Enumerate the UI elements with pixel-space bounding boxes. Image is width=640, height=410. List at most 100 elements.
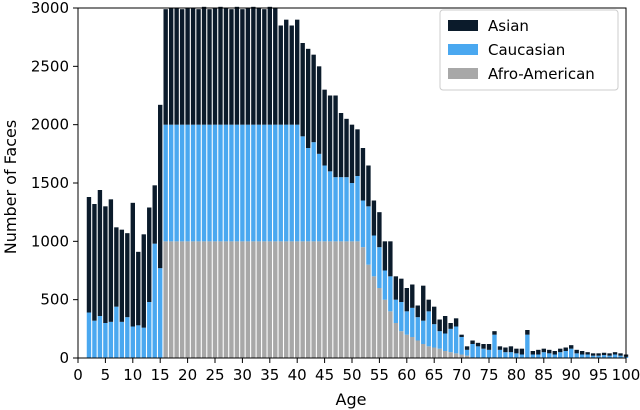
bar-asian-age-40 bbox=[295, 19, 300, 125]
bar-caucasian-age-77 bbox=[497, 349, 503, 358]
bar-asian-age-35 bbox=[267, 6, 272, 125]
bar-caucasian-age-55 bbox=[377, 247, 382, 288]
bar-caucasian-age-40 bbox=[295, 124, 300, 242]
bar-asian-age-14 bbox=[152, 185, 157, 244]
bar-caucasian-age-16 bbox=[163, 124, 168, 242]
bar-afro-american-age-62 bbox=[415, 340, 420, 358]
bar-caucasian-age-15 bbox=[158, 268, 163, 358]
bar-asian-age-42 bbox=[305, 48, 311, 148]
bar-asian-age-82 bbox=[525, 330, 530, 335]
bar-caucasian-age-51 bbox=[355, 176, 360, 242]
bar-caucasian-age-96 bbox=[601, 355, 607, 358]
bar-asian-age-58 bbox=[393, 276, 399, 300]
bar-asian-age-89 bbox=[563, 347, 568, 351]
bar-afro-american-age-45 bbox=[322, 241, 327, 358]
bar-afro-american-age-56 bbox=[382, 299, 388, 358]
bar-asian-age-39 bbox=[289, 25, 294, 125]
bar-afro-american-age-43 bbox=[311, 241, 316, 358]
bar-asian-age-34 bbox=[262, 9, 267, 125]
bars-layer bbox=[86, 6, 629, 358]
bar-asian-age-78 bbox=[503, 347, 508, 353]
bar-afro-american-age-16 bbox=[163, 241, 168, 358]
bar-asian-age-20 bbox=[185, 8, 190, 125]
bar-afro-american-age-58 bbox=[393, 323, 399, 358]
bar-asian-age-85 bbox=[541, 348, 546, 353]
bar-caucasian-age-79 bbox=[508, 352, 514, 358]
bar-asian-age-72 bbox=[470, 340, 475, 344]
legend-swatch-asian bbox=[448, 20, 478, 31]
bar-asian-age-25 bbox=[212, 8, 218, 125]
bar-afro-american-age-63 bbox=[421, 344, 426, 358]
bar-afro-american-age-24 bbox=[207, 241, 212, 358]
bar-caucasian-age-23 bbox=[201, 124, 207, 242]
y-axis-title: Number of Faces bbox=[1, 120, 20, 254]
y-tick-label-1000: 1000 bbox=[31, 232, 69, 250]
bar-caucasian-age-87 bbox=[552, 354, 557, 358]
bar-asian-age-84 bbox=[536, 349, 541, 355]
bar-asian-age-64 bbox=[426, 299, 431, 312]
bar-asian-age-38 bbox=[284, 19, 289, 125]
bar-caucasian-age-31 bbox=[245, 124, 251, 242]
bar-asian-age-28 bbox=[229, 9, 234, 125]
bar-asian-age-66 bbox=[437, 319, 442, 332]
bar-afro-american-age-26 bbox=[218, 241, 223, 358]
bar-asian-age-43 bbox=[311, 54, 316, 143]
bar-caucasian-age-82 bbox=[525, 334, 530, 358]
bar-asian-age-2 bbox=[86, 197, 92, 313]
y-tick-label-500: 500 bbox=[40, 291, 69, 309]
legend-swatch-afro-american bbox=[448, 68, 478, 79]
bar-caucasian-age-34 bbox=[262, 124, 267, 242]
bar-caucasian-age-46 bbox=[327, 171, 333, 242]
bar-caucasian-age-73 bbox=[475, 346, 481, 358]
bar-asian-age-68 bbox=[448, 323, 453, 329]
bar-afro-american-age-67 bbox=[442, 351, 448, 358]
x-tick-label-65: 65 bbox=[425, 366, 444, 384]
bar-asian-age-63 bbox=[421, 285, 426, 321]
bar-caucasian-age-97 bbox=[607, 355, 612, 358]
bar-caucasian-age-44 bbox=[316, 153, 322, 242]
legend: Asian Caucasian Afro-American bbox=[439, 9, 619, 91]
bar-afro-american-age-70 bbox=[459, 354, 464, 358]
bar-asian-age-5 bbox=[103, 206, 108, 323]
bar-afro-american-age-35 bbox=[267, 241, 272, 358]
bar-asian-age-6 bbox=[108, 199, 114, 322]
bar-asian-age-15 bbox=[158, 104, 163, 269]
y-tick-label-2000: 2000 bbox=[31, 116, 69, 134]
bar-afro-american-age-50 bbox=[349, 241, 355, 358]
bar-caucasian-age-90 bbox=[569, 348, 574, 358]
bar-asian-age-98 bbox=[612, 352, 618, 355]
bar-afro-american-age-46 bbox=[327, 241, 333, 358]
bar-asian-age-33 bbox=[256, 8, 262, 125]
bar-caucasian-age-92 bbox=[579, 354, 585, 358]
bar-afro-american-age-61 bbox=[410, 337, 415, 358]
bar-caucasian-age-61 bbox=[410, 307, 415, 337]
bar-asian-age-73 bbox=[475, 342, 481, 347]
bar-afro-american-age-31 bbox=[245, 241, 251, 358]
bar-afro-american-age-51 bbox=[355, 241, 360, 358]
x-tick-label-90: 90 bbox=[562, 366, 581, 384]
bar-afro-american-age-38 bbox=[284, 241, 289, 358]
bar-caucasian-age-58 bbox=[393, 299, 399, 323]
x-tick-label-0: 0 bbox=[73, 366, 83, 384]
bar-caucasian-age-94 bbox=[590, 355, 596, 358]
bar-asian-age-53 bbox=[366, 165, 371, 207]
x-tick-label-45: 45 bbox=[315, 366, 334, 384]
bar-asian-age-41 bbox=[300, 43, 305, 137]
bar-asian-age-56 bbox=[382, 241, 388, 271]
x-tick-label-50: 50 bbox=[342, 366, 361, 384]
bar-asian-age-51 bbox=[355, 129, 360, 176]
bar-afro-american-age-65 bbox=[432, 347, 437, 358]
bar-asian-age-10 bbox=[130, 202, 135, 327]
bar-asian-age-94 bbox=[590, 353, 596, 356]
x-tick-label-60: 60 bbox=[397, 366, 416, 384]
bar-afro-american-age-18 bbox=[174, 241, 179, 358]
bar-asian-age-4 bbox=[97, 190, 103, 316]
x-tick-label-5: 5 bbox=[101, 366, 111, 384]
bar-caucasian-age-4 bbox=[97, 316, 103, 358]
bar-caucasian-age-47 bbox=[333, 177, 338, 242]
bar-caucasian-age-53 bbox=[366, 206, 371, 265]
x-tick-label-30: 30 bbox=[233, 366, 252, 384]
legend-box bbox=[439, 9, 619, 91]
x-tick-label-40: 40 bbox=[288, 366, 307, 384]
bar-afro-american-age-25 bbox=[212, 241, 218, 358]
